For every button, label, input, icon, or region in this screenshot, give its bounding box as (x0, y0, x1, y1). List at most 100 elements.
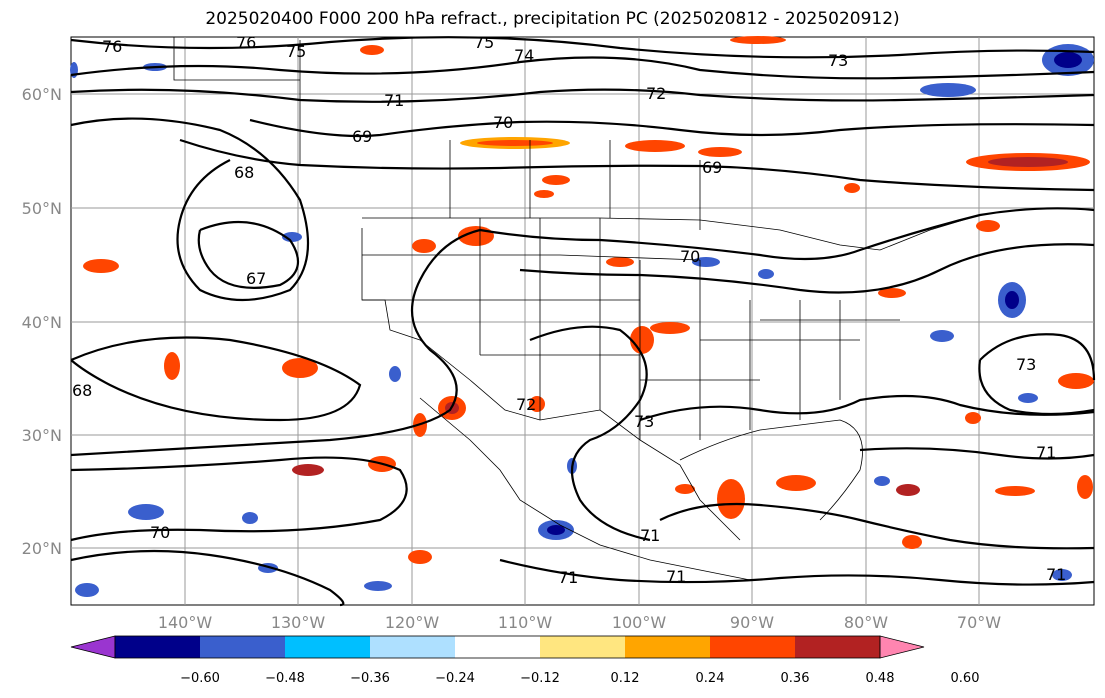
precip-patch-negative (364, 581, 392, 591)
precip-patch-positive (534, 190, 554, 198)
colorbar-tick-label: −0.24 (435, 671, 475, 686)
contour-label: 76 (102, 37, 122, 56)
contour-label: 71 (666, 567, 686, 586)
lat-label: 40°N (22, 313, 62, 332)
map-frame (70, 36, 1095, 606)
contour-label: 71 (558, 568, 578, 587)
refractivity-contours (70, 36, 1096, 607)
colorbar-segment (710, 636, 795, 658)
contour-label: 68 (234, 163, 254, 182)
colorbar-tick-labels: −0.60 −0.48 −0.36 −0.24 −0.12 0.12 0.24 … (180, 671, 979, 686)
colorbar-segment (115, 636, 200, 658)
contour-label: 69 (352, 127, 372, 146)
colorbar-tick-label: 0.60 (951, 671, 980, 686)
precip-patch-positive (776, 475, 816, 491)
longitude-labels: 140°W 130°W 120°W 110°W 100°W 90°W 80°W … (158, 613, 1001, 632)
colorbar-tick-label: 0.36 (781, 671, 810, 686)
precip-patch-positive (542, 175, 570, 185)
precip-patch-negative (128, 504, 164, 520)
colorbar (70, 635, 925, 659)
contour-label: 73 (1016, 355, 1036, 374)
precip-patch-positive (83, 259, 119, 273)
precip-patch-negative (1005, 291, 1019, 309)
precip-patch-negative (242, 512, 258, 524)
precip-patch-positive (650, 322, 690, 334)
lon-label: 90°W (730, 613, 774, 632)
contour-label: 68 (72, 381, 92, 400)
contour-label: 71 (384, 91, 404, 110)
lon-label: 80°W (844, 613, 888, 632)
lon-label: 100°W (612, 613, 667, 632)
precip-patch-positive (606, 257, 634, 267)
contour-label: 74 (514, 46, 534, 65)
precip-patch-positive (625, 140, 685, 152)
map-title: 2025020400 F000 200 hPa refract., precip… (205, 9, 900, 29)
precip-patch-positive (976, 220, 1000, 232)
lon-label: 130°W (271, 613, 326, 632)
lat-label: 20°N (22, 539, 62, 558)
precip-patch-negative (874, 476, 890, 486)
precip-patch-negative (1018, 393, 1038, 403)
precip-patch-positive (698, 147, 742, 157)
precip-patch-negative (547, 525, 565, 535)
lon-label: 70°W (957, 613, 1001, 632)
lon-label: 140°W (158, 613, 213, 632)
precip-patch-negative (920, 83, 976, 97)
lon-label: 120°W (385, 613, 440, 632)
contour-label: 73 (634, 412, 654, 431)
colorbar-segment (540, 636, 625, 658)
precip-patch-negative (282, 232, 302, 242)
precip-patch-positive (164, 352, 180, 380)
colorbar-tick-label: 0.24 (696, 671, 725, 686)
colorbar-tick-label: −0.48 (265, 671, 305, 686)
precip-patch-positive (844, 183, 860, 193)
colorbar-tick-label: −0.60 (180, 671, 220, 686)
colorbar-tick-label: 0.48 (866, 671, 895, 686)
colorbar-segment (455, 636, 540, 658)
precip-patch-positive (995, 486, 1035, 496)
precip-patch-positive (1058, 373, 1094, 389)
contour-label: 75 (286, 42, 306, 61)
precip-patch-positive (896, 484, 920, 496)
latitude-labels: 60°N 50°N 40°N 30°N 20°N (22, 85, 62, 558)
precip-patch-negative (75, 583, 99, 597)
contour-labels: 76 76 75 75 74 73 72 71 70 69 69 68 67 7… (72, 33, 1066, 587)
contour-label: 72 (516, 395, 536, 414)
precip-patch-negative (389, 366, 401, 382)
precip-patch-positive (408, 550, 432, 564)
lat-label: 30°N (22, 426, 62, 445)
contour-label: 71 (640, 526, 660, 545)
colorbar-tick-label: 0.12 (611, 671, 640, 686)
precip-patch-positive (1077, 475, 1093, 499)
contour-label: 76 (236, 33, 256, 52)
contour-label: 71 (1046, 565, 1066, 584)
precip-patch-negative (758, 269, 774, 279)
contour-label: 70 (493, 113, 513, 132)
contour-label: 67 (246, 269, 266, 288)
contour-label: 70 (150, 523, 170, 542)
contour-label: 69 (702, 158, 722, 177)
precip-patch-negative (1052, 569, 1072, 581)
precip-patch-positive (292, 464, 324, 476)
precip-patch-positive (477, 140, 553, 146)
precip-patch-positive (282, 358, 318, 378)
colorbar-segment (285, 636, 370, 658)
precip-patch-negative (1054, 52, 1082, 68)
precip-patch-negative (692, 257, 720, 267)
contour-label: 75 (474, 33, 494, 52)
precip-patch-positive (878, 288, 906, 298)
lon-label: 110°W (498, 613, 553, 632)
precip-anomaly-patches (70, 36, 1094, 597)
precip-patch-positive (360, 45, 384, 55)
precip-patch-positive (675, 484, 695, 494)
precip-patch-positive (412, 239, 436, 253)
political-borders (173, 37, 981, 581)
precip-patch-positive (717, 479, 745, 519)
precip-patch-positive (988, 157, 1068, 167)
contour-label: 72 (646, 84, 666, 103)
contour-label: 73 (828, 51, 848, 70)
colorbar-segment (200, 636, 285, 658)
precip-patch-positive (902, 535, 922, 549)
colorbar-outline (114, 635, 881, 659)
